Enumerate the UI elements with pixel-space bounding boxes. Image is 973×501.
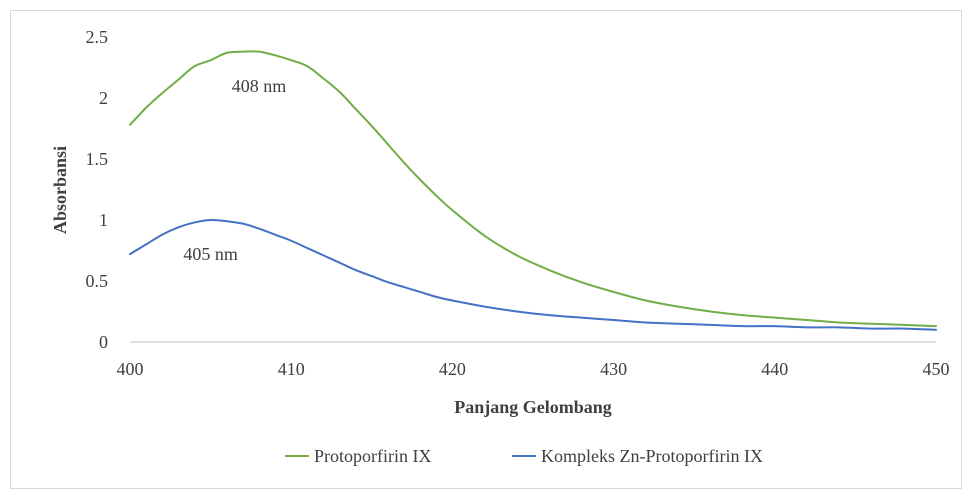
y-tick-label: 0.5 [86, 271, 109, 291]
legend-label-2: Kompleks Zn-Protoporfirin IX [541, 446, 763, 466]
y-tick-label: 2.5 [86, 27, 109, 47]
x-tick-label: 410 [278, 359, 305, 379]
legend: Protoporfirin IX Kompleks Zn-Protoporfiri… [285, 446, 763, 466]
annotations: 408 nm 405 nm [183, 76, 286, 264]
y-tick-label: 2 [99, 88, 108, 108]
x-tick-label: 420 [439, 359, 466, 379]
y-axis-ticks: 0 0.5 1 1.5 2 2.5 [86, 27, 109, 352]
x-tick-label: 440 [761, 359, 788, 379]
chart-frame [10, 10, 962, 489]
x-tick-label: 430 [600, 359, 627, 379]
peak-annotation: 405 nm [183, 244, 238, 264]
series-layer [129, 50, 937, 331]
series-line-1 [129, 50, 937, 328]
series-line-2 [129, 218, 937, 331]
x-axis-ticks: 400 410 420 430 440 450 [117, 359, 950, 379]
y-tick-label: 1.5 [86, 149, 109, 169]
legend-label-1: Protoporfirin IX [314, 446, 431, 466]
y-axis-title: Absorbansi [50, 146, 70, 234]
y-tick-label: 1 [99, 210, 108, 230]
y-tick-label: 0 [99, 332, 108, 352]
x-tick-label: 450 [923, 359, 950, 379]
x-axis-title: Panjang Gelombang [454, 397, 612, 417]
peak-annotation: 408 nm [232, 76, 287, 96]
x-tick-label: 400 [117, 359, 144, 379]
